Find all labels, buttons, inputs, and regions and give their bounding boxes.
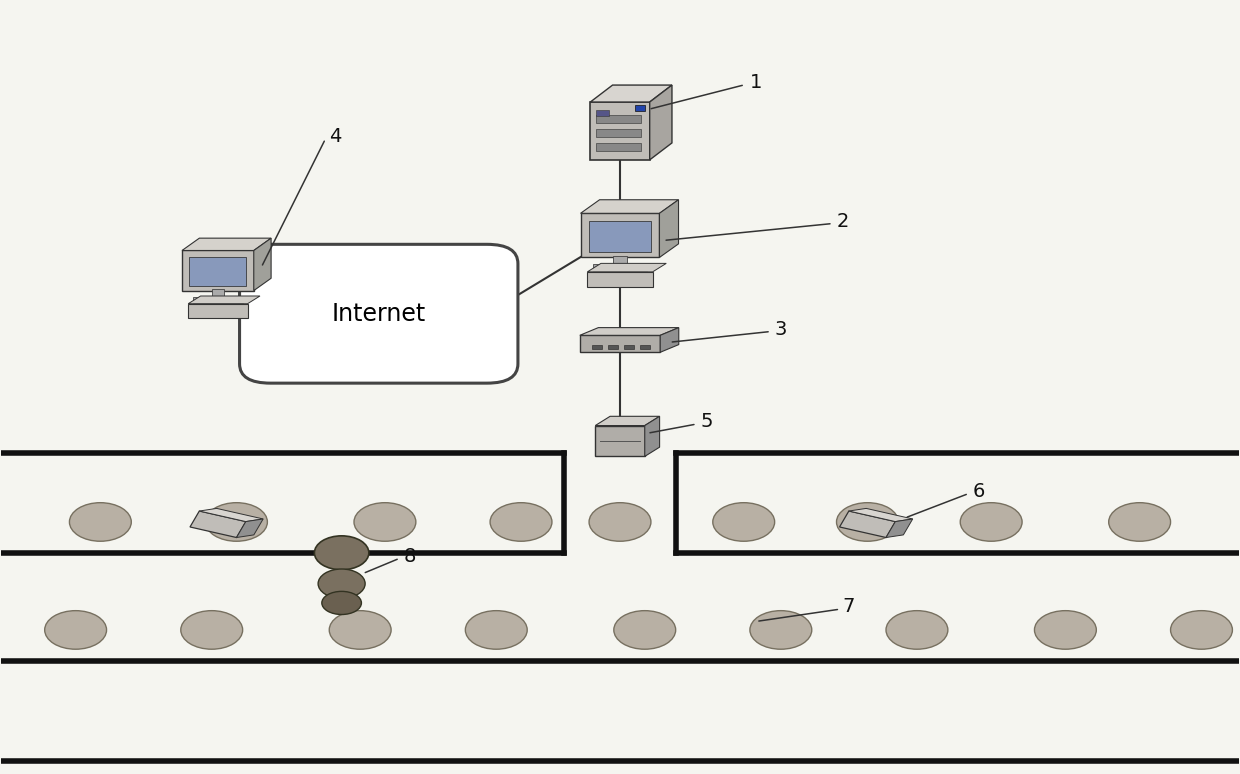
Bar [212,289,224,298]
Polygon shape [237,519,263,537]
Circle shape [206,502,268,541]
Text: 6: 6 [972,481,985,501]
Circle shape [960,502,1022,541]
Bar [624,345,634,349]
Text: 1: 1 [750,73,763,92]
Polygon shape [595,416,660,426]
Polygon shape [650,85,672,160]
Bar [193,296,243,303]
Bar [190,258,247,286]
Circle shape [614,611,676,649]
Circle shape [750,611,812,649]
Bar [593,345,603,349]
Text: 5: 5 [701,413,713,431]
Polygon shape [588,263,666,272]
Polygon shape [887,519,913,537]
Polygon shape [580,200,678,214]
Bar [596,110,609,116]
Bar [190,511,246,537]
Bar [580,214,660,258]
Bar [595,426,645,457]
Bar [614,255,626,266]
Circle shape [713,502,775,541]
Text: 4: 4 [330,127,342,146]
Bar [839,511,895,537]
Bar [188,303,248,317]
Bar [596,115,641,123]
Circle shape [181,611,243,649]
Ellipse shape [322,591,361,615]
Polygon shape [200,509,263,522]
Circle shape [330,611,391,649]
Bar [590,102,650,160]
Circle shape [837,502,898,541]
Circle shape [315,536,368,570]
Bar [182,251,254,290]
Text: Internet: Internet [331,302,425,326]
Text: 8: 8 [403,547,415,566]
Polygon shape [188,296,260,303]
Bar [593,264,647,271]
Circle shape [465,611,527,649]
Circle shape [887,611,947,649]
Bar [589,221,651,252]
Bar [635,105,645,111]
Polygon shape [849,509,913,522]
Circle shape [490,502,552,541]
Circle shape [353,502,415,541]
FancyBboxPatch shape [239,245,518,383]
Bar [640,345,650,349]
Bar [588,272,652,287]
Bar [609,345,619,349]
Polygon shape [660,327,678,352]
Polygon shape [580,327,678,335]
Polygon shape [254,238,272,290]
Circle shape [1109,502,1171,541]
Text: 3: 3 [775,320,787,339]
Text: 7: 7 [843,598,856,616]
Ellipse shape [319,569,365,598]
Text: 2: 2 [837,211,849,231]
Circle shape [1171,611,1233,649]
Bar [596,129,641,137]
Polygon shape [182,238,272,251]
Polygon shape [660,200,678,258]
Circle shape [589,502,651,541]
Circle shape [69,502,131,541]
Circle shape [1034,611,1096,649]
Polygon shape [645,416,660,457]
Circle shape [45,611,107,649]
Bar [596,143,641,151]
Polygon shape [590,85,672,102]
Bar [580,335,660,352]
